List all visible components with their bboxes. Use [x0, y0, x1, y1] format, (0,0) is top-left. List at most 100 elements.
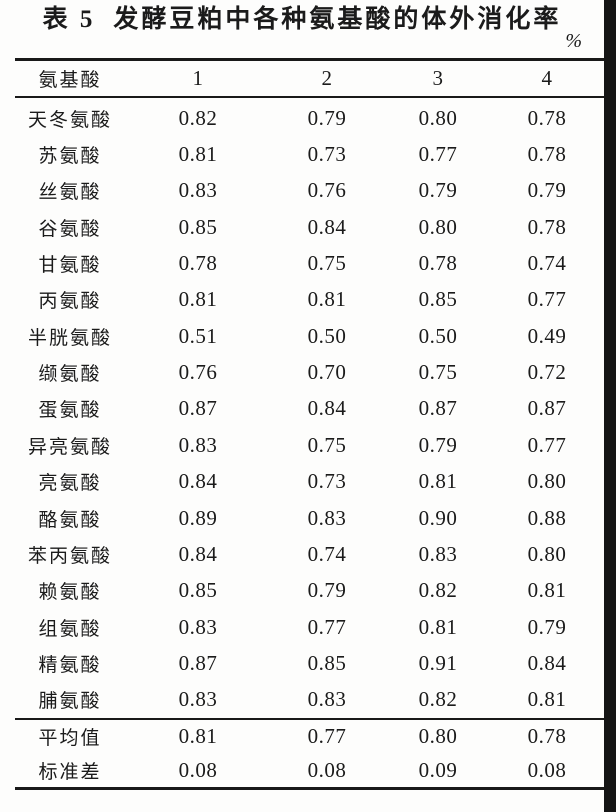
column-header-amino-acid: 氨基酸 [38, 69, 102, 91]
value-cell: 0.89 [178, 505, 218, 530]
value-cell: 0.87 [418, 396, 458, 421]
amino-acid-label: 苏氨酸 [38, 146, 102, 168]
value-cell: 0.81 [418, 614, 458, 639]
table-row-body: 丝氨酸 0.83 0.76 0.79 0.79 [0, 173, 604, 209]
value-cell: 0.08 [527, 757, 567, 782]
value-cell: 0.81 [178, 287, 218, 312]
table-row-body: 天冬氨酸 0.82 0.79 0.80 0.78 [0, 100, 604, 136]
value-cell: 0.78 [527, 142, 567, 167]
column-header-4: 4 [541, 65, 553, 90]
value-cell: 0.84 [178, 541, 218, 566]
value-cell: 0.78 [178, 251, 218, 276]
amino-acid-label: 精氨酸 [38, 654, 102, 676]
value-cell: 0.50 [307, 323, 347, 348]
table-caption: 表 5 发酵豆粕中各种氨基酸的体外消化率 [0, 5, 604, 35]
value-cell: 0.73 [307, 469, 347, 494]
table-row-body: 蛋氨酸 0.87 0.84 0.87 0.87 [0, 391, 604, 427]
value-cell: 0.85 [178, 214, 218, 239]
value-cell: 0.85 [178, 578, 218, 603]
amino-acid-label: 苯丙氨酸 [27, 545, 112, 567]
value-cell: 0.81 [527, 578, 567, 603]
table-row-body: 精氨酸 0.87 0.85 0.91 0.84 [0, 645, 604, 681]
amino-acid-label: 酪氨酸 [38, 509, 102, 531]
value-cell: 0.79 [418, 432, 458, 457]
value-cell: 0.77 [307, 724, 347, 749]
value-cell: 0.78 [418, 251, 458, 276]
value-cell: 0.85 [307, 650, 347, 675]
value-cell: 0.80 [527, 541, 567, 566]
table-row-body: 苯丙氨酸 0.84 0.74 0.83 0.80 [0, 536, 604, 572]
value-cell: 0.80 [418, 724, 458, 749]
table-row-body: 组氨酸 0.83 0.77 0.81 0.79 [0, 609, 604, 645]
value-cell: 0.82 [418, 578, 458, 603]
table-row-summary: 标准差 0.08 0.08 0.09 0.08 [0, 754, 604, 788]
value-cell: 0.82 [178, 105, 218, 130]
amino-acid-label: 丙氨酸 [38, 291, 102, 313]
value-cell: 0.79 [527, 614, 567, 639]
value-cell: 0.75 [307, 251, 347, 276]
table-row-body: 谷氨酸 0.85 0.84 0.80 0.78 [0, 209, 604, 245]
amino-acid-label: 组氨酸 [38, 618, 102, 640]
value-cell: 0.79 [527, 178, 567, 203]
value-cell: 0.81 [307, 287, 347, 312]
scan-edge-artifact [604, 0, 616, 812]
column-header-1: 1 [192, 65, 204, 90]
value-cell: 0.83 [178, 687, 218, 712]
value-cell: 0.90 [418, 505, 458, 530]
table-bottom-rule [15, 787, 604, 790]
table-row-body: 脯氨酸 0.83 0.83 0.82 0.81 [0, 682, 604, 718]
column-header-3: 3 [432, 65, 444, 90]
value-cell: 0.83 [178, 614, 218, 639]
value-cell: 0.76 [178, 360, 218, 385]
table-row-body: 亮氨酸 0.84 0.73 0.81 0.80 [0, 464, 604, 500]
table-row-summary: 平均值 0.81 0.77 0.80 0.78 [0, 720, 604, 754]
value-cell: 0.79 [418, 178, 458, 203]
value-cell: 0.81 [178, 142, 218, 167]
table-top-rule [15, 58, 604, 61]
value-cell: 0.08 [307, 757, 347, 782]
amino-acid-label: 异亮氨酸 [27, 436, 112, 458]
value-cell: 0.80 [418, 214, 458, 239]
value-cell: 0.75 [307, 432, 347, 457]
value-cell: 0.81 [418, 469, 458, 494]
amino-acid-label: 谷氨酸 [38, 218, 102, 240]
value-cell: 0.83 [178, 178, 218, 203]
value-cell: 0.91 [418, 650, 458, 675]
unit-label: % [565, 30, 582, 52]
value-cell: 0.83 [418, 541, 458, 566]
value-cell: 0.88 [527, 505, 567, 530]
value-cell: 0.76 [307, 178, 347, 203]
value-cell: 0.78 [527, 105, 567, 130]
value-cell: 0.72 [527, 360, 567, 385]
value-cell: 0.73 [307, 142, 347, 167]
value-cell: 0.78 [527, 214, 567, 239]
amino-acid-label: 赖氨酸 [38, 582, 102, 604]
value-cell: 0.82 [418, 687, 458, 712]
table-row-body: 缬氨酸 0.76 0.70 0.75 0.72 [0, 354, 604, 390]
value-cell: 0.84 [527, 650, 567, 675]
value-cell: 0.79 [307, 105, 347, 130]
value-cell: 0.87 [527, 396, 567, 421]
value-cell: 0.74 [307, 541, 347, 566]
amino-acid-label: 脯氨酸 [38, 691, 102, 713]
table-caption-number: 表 5 [42, 6, 96, 33]
value-cell: 0.80 [418, 105, 458, 130]
value-cell: 0.79 [307, 578, 347, 603]
value-cell: 0.74 [527, 251, 567, 276]
amino-acid-label: 天冬氨酸 [27, 109, 112, 131]
value-cell: 0.83 [178, 432, 218, 457]
value-cell: 0.77 [307, 614, 347, 639]
table-row-body: 赖氨酸 0.85 0.79 0.82 0.81 [0, 573, 604, 609]
table-row-body: 苏氨酸 0.81 0.73 0.77 0.78 [0, 136, 604, 172]
value-cell: 0.77 [527, 287, 567, 312]
value-cell: 0.84 [178, 469, 218, 494]
amino-acid-label: 半胱氨酸 [27, 327, 112, 349]
table-row-body: 异亮氨酸 0.83 0.75 0.79 0.77 [0, 427, 604, 463]
value-cell: 0.77 [418, 142, 458, 167]
amino-acid-label: 亮氨酸 [38, 473, 102, 495]
value-cell: 0.84 [307, 214, 347, 239]
table-row-body: 丙氨酸 0.81 0.81 0.85 0.77 [0, 282, 604, 318]
amino-acid-label: 平均值 [38, 728, 102, 750]
value-cell: 0.09 [418, 757, 458, 782]
